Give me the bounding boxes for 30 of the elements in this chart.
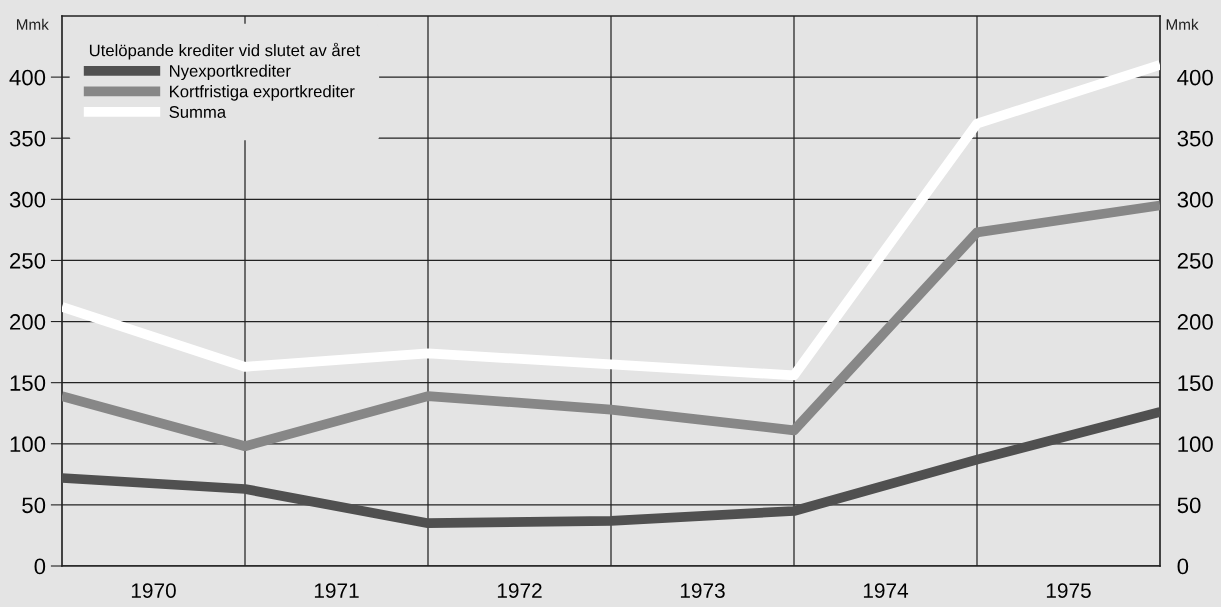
y-axis-title: Mmk — [16, 18, 49, 30]
x-tick-label: 1971 — [314, 583, 359, 598]
y-tick-label: 0 — [34, 558, 46, 575]
legend-label: Summa — [169, 106, 227, 118]
y-tick-label: 400 — [9, 69, 46, 86]
y2-tick-label: 350 — [1177, 130, 1213, 147]
y2-tick-label: 400 — [1177, 69, 1213, 86]
x-tick-label: 1970 — [131, 583, 176, 598]
y-tick-label: 350 — [9, 130, 46, 147]
y2-tick-label: 250 — [1177, 252, 1213, 269]
y2-tick-label: 200 — [1177, 314, 1213, 330]
y2-tick-label: 0 — [1177, 558, 1189, 575]
y-tick-label: 200 — [10, 314, 46, 330]
legend-label: Kortfristiga exportkrediter — [170, 85, 355, 101]
y-tick-label: 150 — [10, 375, 46, 391]
y-tick-label: 300 — [9, 191, 46, 208]
y2-tick-label: 50 — [1177, 497, 1201, 514]
y2-tick-label: 300 — [1177, 191, 1213, 208]
x-tick-label: 1974 — [863, 583, 909, 598]
x-tick-label: 1973 — [680, 583, 725, 598]
legend-title: Utelöpande krediter vid slutet av året — [89, 42, 360, 60]
y2-axis-title: Mmk — [1166, 18, 1199, 30]
x-tick-label: 1975 — [1046, 583, 1091, 598]
legend-label: Nyexportkrediter — [170, 64, 291, 81]
y-tick-label: 50 — [22, 497, 46, 514]
y-tick-label: 100 — [10, 436, 46, 453]
y2-tick-label: 150 — [1178, 375, 1213, 391]
y2-tick-label: 100 — [1178, 436, 1213, 453]
x-tick-label: 1972 — [497, 583, 542, 598]
y-tick-label: 250 — [10, 252, 46, 269]
